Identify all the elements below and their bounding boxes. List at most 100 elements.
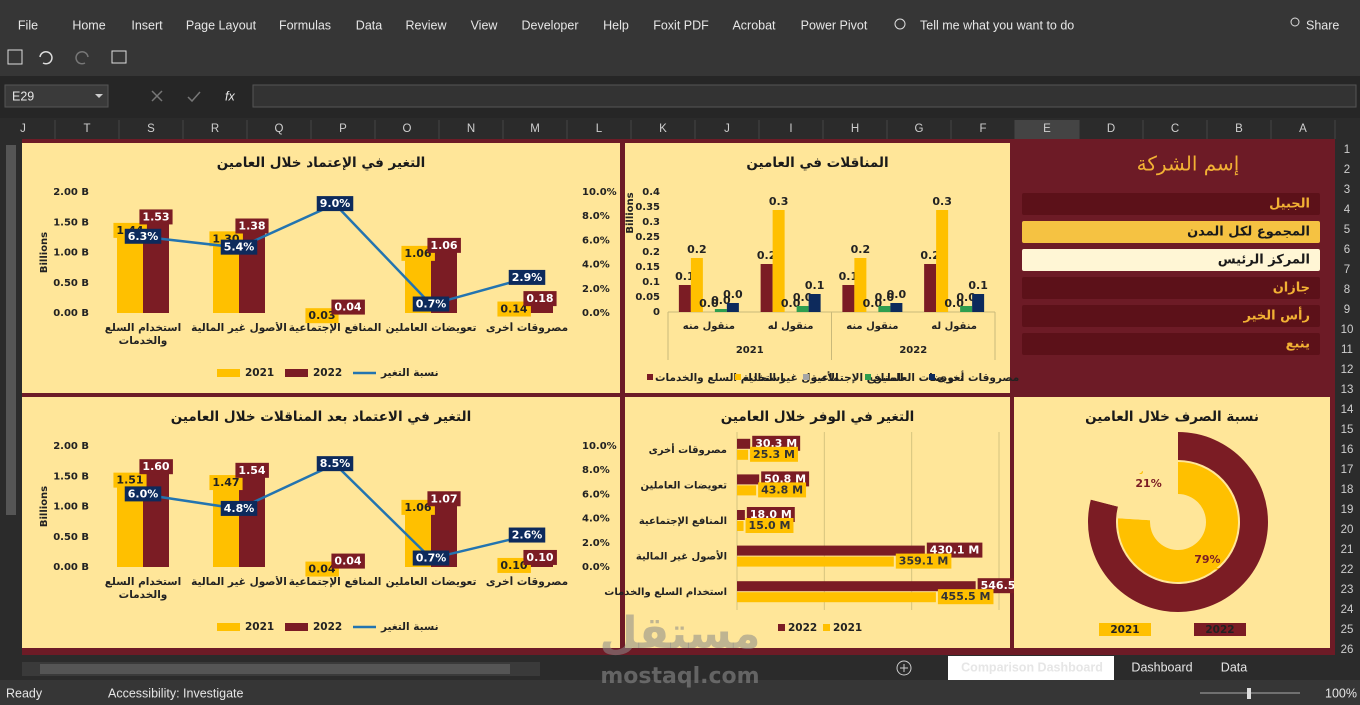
form-icon[interactable]	[111, 50, 127, 64]
slicer-item[interactable]	[1022, 249, 1320, 271]
column-header[interactable]: B	[1235, 123, 1243, 135]
sheet-tab[interactable]: Data	[1221, 660, 1247, 674]
row-header[interactable]: 7	[1344, 264, 1350, 276]
data-label: 1.51	[116, 474, 143, 487]
row-header[interactable]: 4	[1344, 204, 1351, 216]
legend-swatch	[285, 623, 308, 631]
redo-icon[interactable]	[75, 51, 89, 65]
slicer-item[interactable]	[1022, 333, 1320, 355]
column-header[interactable]: R	[211, 123, 219, 135]
row-header[interactable]: 8	[1344, 284, 1350, 296]
column-header[interactable]: C	[1171, 123, 1179, 135]
data-label: 0.0	[711, 294, 731, 307]
row-header[interactable]: 10	[1341, 324, 1354, 336]
column-header[interactable]: D	[1107, 123, 1115, 135]
row-header[interactable]: 13	[1341, 384, 1354, 396]
column-header[interactable]: N	[467, 123, 475, 135]
data-label: 1.47	[212, 476, 239, 489]
y2-tick-label: 6.0%	[582, 235, 610, 246]
row-header[interactable]: 14	[1341, 404, 1354, 416]
ribbon-tab[interactable]: Review	[406, 18, 448, 32]
ribbon-tab[interactable]: Data	[356, 18, 382, 32]
row-header[interactable]: 19	[1341, 504, 1354, 516]
bar	[737, 510, 745, 520]
sheet-tab[interactable]: Comparison Dashboard	[961, 660, 1103, 674]
row-header[interactable]: 18	[1341, 484, 1354, 496]
ribbon-tab[interactable]: Foxit PDF	[653, 18, 709, 32]
column-header[interactable]: P	[339, 123, 347, 135]
row-header[interactable]: 16	[1341, 444, 1354, 456]
row-header[interactable]: 12	[1341, 364, 1354, 376]
row-header[interactable]: 23	[1341, 584, 1354, 596]
data-label-box	[220, 500, 258, 516]
column-header[interactable]: K	[659, 123, 667, 135]
row-header[interactable]: 24	[1341, 604, 1354, 616]
row-header[interactable]: 21	[1341, 544, 1354, 556]
formula-input[interactable]	[252, 84, 1357, 108]
slicer-item[interactable]	[1022, 305, 1320, 327]
column-header[interactable]: J	[20, 123, 26, 135]
row-header[interactable]: 3	[1344, 184, 1350, 196]
add-sheet[interactable]	[896, 660, 912, 676]
ribbon-tab[interactable]: Formulas	[279, 18, 331, 32]
zoom[interactable]: 100%	[1325, 686, 1357, 700]
ribbon-tab[interactable]: Page Layout	[186, 18, 257, 32]
fx-button[interactable]: fx	[225, 89, 235, 103]
column-header[interactable]: J	[724, 123, 730, 135]
row-header[interactable]: 26	[1341, 644, 1354, 656]
data-label: 0.10	[500, 559, 527, 572]
column-header[interactable]: L	[596, 123, 603, 135]
row-header[interactable]: 15	[1341, 424, 1354, 436]
ribbon-tab[interactable]: Home	[72, 18, 105, 32]
data-label: 0.2	[757, 249, 777, 262]
column-header[interactable]: S	[147, 123, 155, 135]
ribbon-tab[interactable]: Power Pivot	[801, 18, 868, 32]
zoom-thumb[interactable]	[1247, 688, 1251, 699]
vertical-scroll[interactable]	[6, 145, 16, 515]
data-label: 0.04	[308, 563, 335, 576]
column-header[interactable]: Q	[275, 123, 284, 135]
row-header[interactable]: 6	[1344, 244, 1350, 256]
row-header[interactable]: 11	[1341, 344, 1353, 356]
slicer-item[interactable]	[1022, 193, 1320, 215]
scroll-thumb[interactable]	[40, 664, 510, 674]
row-header[interactable]: 2	[1344, 164, 1350, 176]
sheet-tab[interactable]: Dashboard	[1131, 660, 1192, 674]
ribbon-tab[interactable]: Developer	[522, 18, 579, 32]
legend-label: 2021	[245, 367, 274, 379]
ribbon-tab[interactable]: File	[18, 18, 38, 32]
column-header[interactable]: H	[851, 123, 859, 135]
data-label: 0.3	[769, 195, 789, 208]
ribbon-tab[interactable]: View	[471, 18, 499, 32]
slicer-item[interactable]	[1022, 221, 1320, 243]
column-header[interactable]: T	[83, 123, 90, 135]
row-header[interactable]: 20	[1341, 524, 1354, 536]
row-header[interactable]: 9	[1344, 304, 1350, 316]
row-header[interactable]: 17	[1341, 464, 1354, 476]
slicer-item[interactable]	[1022, 277, 1320, 299]
active-tab[interactable]	[948, 656, 1114, 680]
share-icon	[1290, 17, 1300, 27]
ribbon-tab[interactable]: Help	[603, 18, 629, 32]
save-icon[interactable]	[7, 49, 23, 65]
column-header[interactable]: A	[1299, 123, 1307, 135]
tell-me[interactable]: Tell me what you want to do	[920, 18, 1074, 32]
undo-icon[interactable]	[39, 51, 53, 65]
accessibility[interactable]: Accessibility: Investigate	[108, 686, 244, 700]
share-button[interactable]: Share	[1306, 18, 1339, 32]
column-header[interactable]: O	[403, 123, 412, 135]
ribbon-tab[interactable]: Insert	[131, 18, 163, 32]
row-header[interactable]: 5	[1344, 224, 1350, 236]
y-tick-label: 0.25	[635, 232, 660, 243]
column-header[interactable]: M	[530, 123, 540, 135]
row-header[interactable]: 25	[1341, 624, 1354, 636]
column-header[interactable]: F	[979, 123, 986, 135]
column-header[interactable]: G	[915, 123, 924, 135]
column-header[interactable]: I	[789, 123, 792, 135]
bar	[678, 285, 691, 312]
ribbon-tab[interactable]: Acrobat	[732, 18, 776, 32]
row-header[interactable]: 1	[1344, 144, 1350, 156]
column-header[interactable]: E	[1043, 123, 1051, 135]
row-header[interactable]: 22	[1341, 564, 1354, 576]
name-box[interactable]	[4, 84, 109, 108]
